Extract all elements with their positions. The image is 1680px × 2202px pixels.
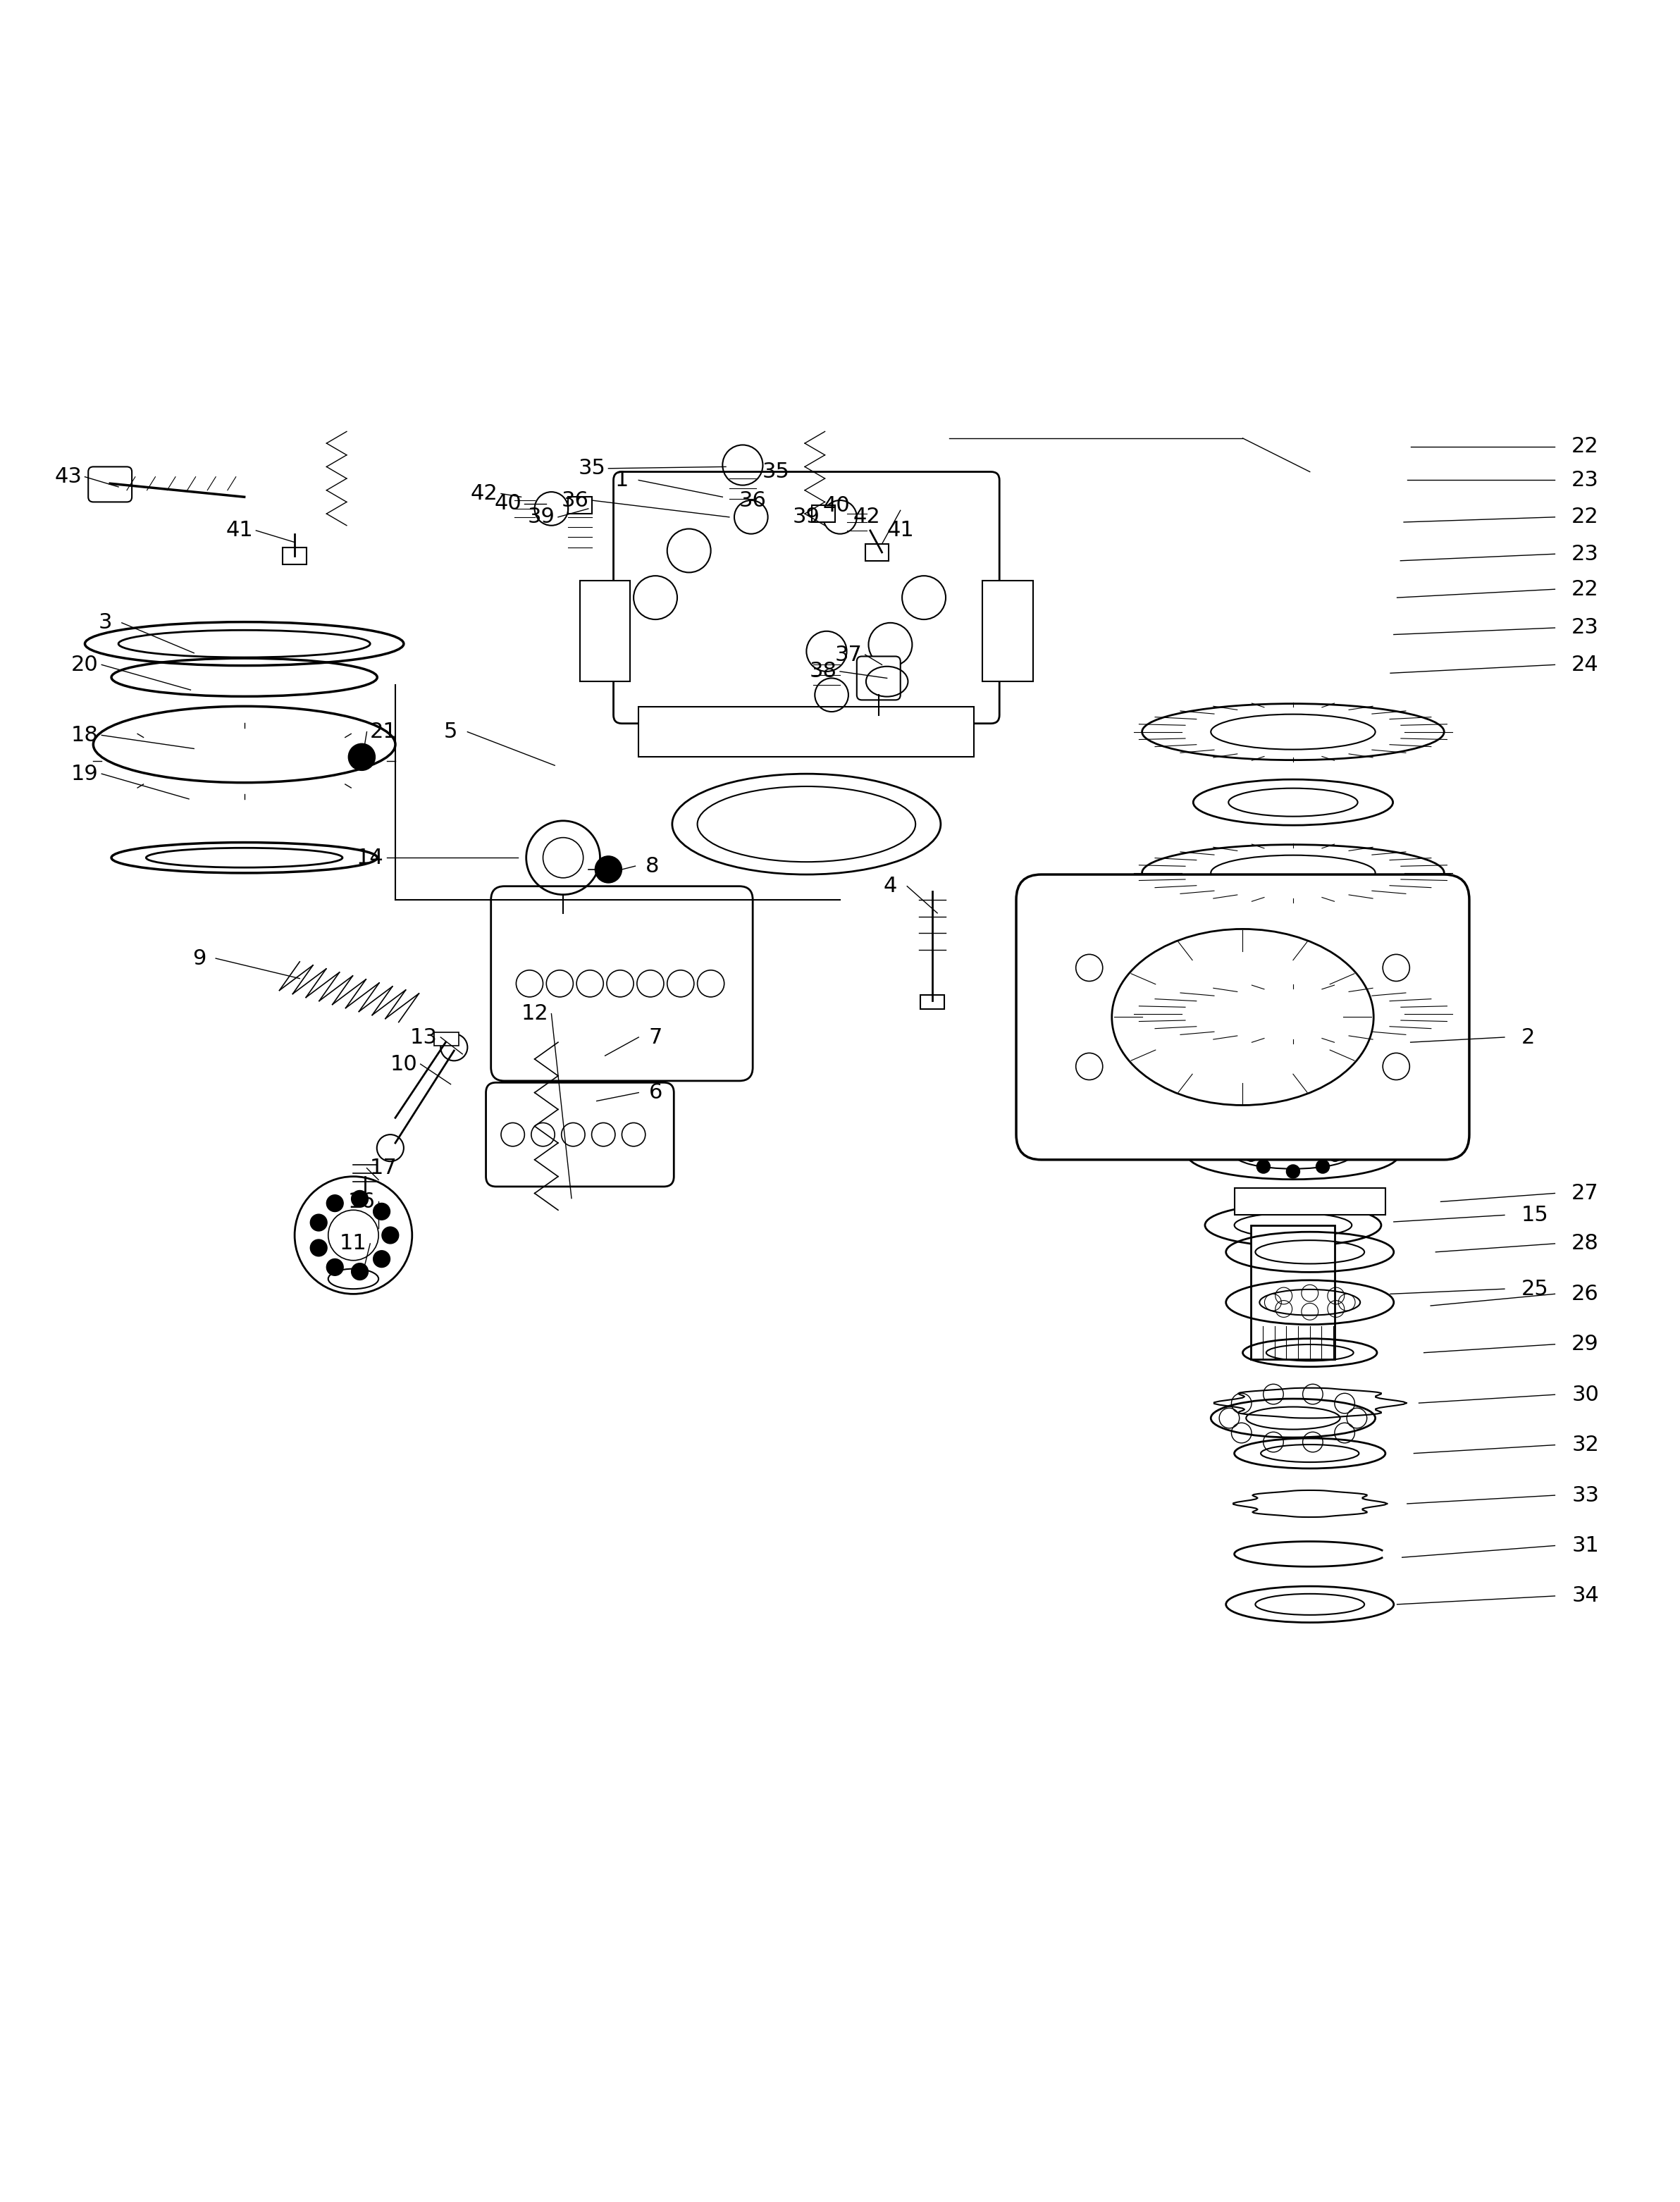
Bar — [1235, 1189, 1386, 1216]
Circle shape — [311, 1213, 328, 1231]
Text: 15: 15 — [1522, 1204, 1549, 1224]
Circle shape — [311, 1240, 328, 1257]
Text: 11: 11 — [339, 1233, 366, 1253]
Text: 9: 9 — [192, 949, 207, 969]
Text: 29: 29 — [1571, 1334, 1599, 1354]
Text: 18: 18 — [71, 724, 99, 746]
Circle shape — [373, 1251, 390, 1268]
Bar — [921, 995, 944, 1009]
Text: 1: 1 — [615, 469, 628, 491]
Circle shape — [373, 1202, 390, 1220]
Text: 27: 27 — [1571, 1182, 1599, 1204]
Circle shape — [351, 1264, 368, 1279]
Circle shape — [381, 1227, 398, 1244]
Text: 39: 39 — [793, 506, 820, 526]
Text: 39: 39 — [528, 506, 554, 526]
FancyBboxPatch shape — [89, 467, 131, 502]
Text: 33: 33 — [1571, 1484, 1599, 1506]
Text: 6: 6 — [648, 1083, 662, 1103]
Circle shape — [351, 1191, 368, 1207]
Text: 16: 16 — [348, 1191, 375, 1211]
Text: 22: 22 — [1571, 579, 1599, 599]
Bar — [811, 504, 835, 522]
Text: 23: 23 — [1571, 617, 1599, 639]
Text: 41: 41 — [887, 520, 914, 542]
Text: 14: 14 — [356, 848, 383, 868]
Text: 10: 10 — [390, 1055, 417, 1075]
Text: 13: 13 — [410, 1026, 437, 1048]
Circle shape — [595, 857, 622, 883]
Text: 26: 26 — [1571, 1284, 1599, 1304]
Text: 36: 36 — [561, 491, 588, 511]
Text: 42: 42 — [853, 506, 880, 526]
Text: 40: 40 — [823, 495, 850, 515]
Text: 7: 7 — [648, 1026, 662, 1048]
Bar — [282, 548, 306, 564]
Text: 21: 21 — [370, 722, 396, 742]
Text: 41: 41 — [225, 520, 254, 542]
Text: 22: 22 — [1571, 436, 1599, 456]
Bar — [983, 581, 1033, 683]
Text: 12: 12 — [521, 1004, 548, 1024]
Text: 32: 32 — [1571, 1436, 1599, 1456]
Circle shape — [1315, 1160, 1329, 1174]
Text: 5: 5 — [444, 722, 457, 742]
Circle shape — [1287, 1132, 1300, 1145]
Bar — [638, 707, 974, 757]
Text: 4: 4 — [884, 876, 897, 896]
Text: 20: 20 — [71, 654, 99, 676]
Bar — [568, 498, 591, 513]
FancyBboxPatch shape — [491, 885, 753, 1081]
Text: 36: 36 — [739, 491, 766, 511]
FancyBboxPatch shape — [613, 471, 1000, 724]
Circle shape — [326, 1260, 343, 1275]
Text: 38: 38 — [810, 661, 837, 683]
Text: 8: 8 — [645, 857, 659, 876]
Ellipse shape — [697, 786, 916, 861]
Circle shape — [1315, 1136, 1329, 1149]
Text: 31: 31 — [1571, 1535, 1599, 1557]
Text: 22: 22 — [1571, 506, 1599, 526]
Text: 40: 40 — [494, 493, 521, 513]
Text: 19: 19 — [71, 764, 99, 784]
Text: 24: 24 — [1571, 654, 1599, 676]
Text: 30: 30 — [1571, 1385, 1599, 1405]
Circle shape — [1329, 1147, 1342, 1160]
Text: 17: 17 — [370, 1158, 396, 1178]
Text: 43: 43 — [54, 467, 82, 487]
Text: 23: 23 — [1571, 469, 1599, 491]
Text: 25: 25 — [1522, 1279, 1549, 1299]
Circle shape — [326, 1196, 343, 1211]
FancyBboxPatch shape — [857, 656, 900, 700]
FancyBboxPatch shape — [1016, 874, 1470, 1160]
Circle shape — [1287, 1165, 1300, 1178]
Ellipse shape — [672, 773, 941, 874]
Bar — [580, 581, 630, 683]
Circle shape — [1257, 1136, 1270, 1149]
Circle shape — [348, 744, 375, 771]
Text: 3: 3 — [97, 612, 113, 632]
Text: 28: 28 — [1571, 1233, 1599, 1253]
Bar — [433, 1033, 459, 1046]
Text: 2: 2 — [1522, 1026, 1536, 1048]
Text: 35: 35 — [578, 458, 605, 478]
Text: 35: 35 — [763, 462, 790, 482]
Text: 34: 34 — [1571, 1585, 1599, 1605]
Text: 23: 23 — [1571, 544, 1599, 564]
Text: 37: 37 — [835, 645, 862, 665]
Bar — [1252, 1224, 1336, 1359]
Bar — [865, 544, 889, 562]
Circle shape — [1245, 1147, 1258, 1160]
FancyBboxPatch shape — [486, 1083, 674, 1187]
Text: 42: 42 — [470, 484, 497, 504]
Circle shape — [1257, 1160, 1270, 1174]
